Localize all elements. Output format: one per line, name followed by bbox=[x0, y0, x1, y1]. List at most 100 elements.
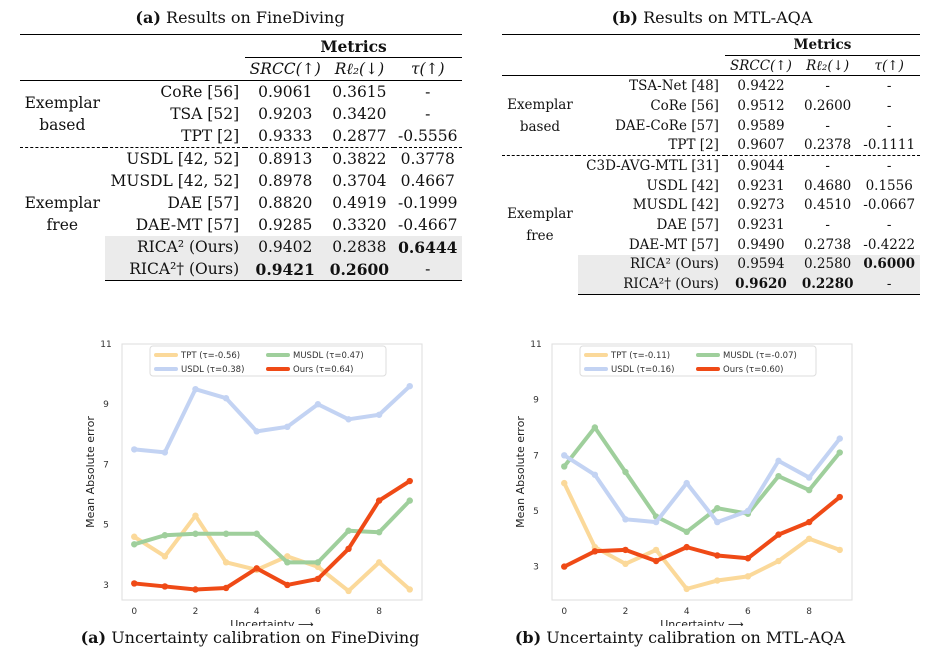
method-name: CoRe [56] bbox=[650, 97, 719, 114]
data-point bbox=[836, 546, 843, 554]
metric-tau: -0.0667 bbox=[863, 197, 916, 214]
method-name: RICA²† (Ours) bbox=[104, 258, 246, 281]
method-name: DAE [57] bbox=[656, 217, 719, 234]
metric-rl2: 0.4680 bbox=[804, 177, 852, 194]
data-point bbox=[622, 468, 629, 476]
data-point bbox=[253, 428, 260, 435]
group-label: Exemplar free bbox=[20, 147, 105, 281]
series-3 bbox=[131, 477, 413, 593]
table-row: USDL [42] 0.9231 0.4680 0.1556 bbox=[502, 176, 920, 196]
table-row: RICA²† (Ours) 0.9421 0.2600- bbox=[20, 258, 462, 281]
metric-srcc: 0.9512 bbox=[737, 97, 785, 114]
series-line bbox=[132, 384, 412, 455]
data-point bbox=[222, 584, 230, 592]
data-point bbox=[406, 477, 413, 485]
data-point bbox=[284, 581, 291, 589]
table-b-caption-label: (b) bbox=[611, 8, 638, 27]
metric-srcc: 0.8820 bbox=[258, 194, 313, 212]
legend-entry: Ours (τ=0.60) bbox=[723, 365, 784, 375]
group-label-line1: Exemplar bbox=[24, 194, 101, 213]
metric-srcc: 0.9620 bbox=[724, 274, 797, 295]
group-label: Exemplar based bbox=[502, 76, 578, 156]
table-a-caption: (a) Results on FineDiving bbox=[20, 8, 460, 27]
table-row: MUSDL [42, 52] 0.8978 0.3704 0.4667 bbox=[20, 170, 462, 192]
data-point bbox=[561, 452, 568, 459]
metric-rl2: 0.2580 bbox=[796, 254, 859, 275]
metric-rl2: 0.2280 bbox=[796, 274, 859, 295]
column-header: Rℓ₂(↓) bbox=[325, 57, 394, 81]
data-point bbox=[561, 479, 568, 487]
data-point bbox=[805, 486, 813, 494]
metrics-header: Metrics bbox=[724, 34, 920, 56]
data-point bbox=[131, 533, 138, 540]
column-header: SRCC(↑) bbox=[245, 57, 326, 81]
data-point bbox=[683, 479, 690, 487]
data-point bbox=[253, 565, 260, 572]
table-a-caption-label: (a) bbox=[135, 8, 161, 27]
metric-tau: 0.1556 bbox=[865, 177, 913, 194]
data-point bbox=[161, 583, 169, 590]
x-tick-label: 0 bbox=[561, 607, 567, 617]
table-row: Exemplar free C3D-AVG-MTL [31] 0.9044- - bbox=[502, 155, 920, 295]
group-label-line2: free bbox=[526, 228, 554, 245]
metric-tau: - bbox=[858, 274, 920, 295]
data-point bbox=[314, 401, 322, 408]
legend-entry: Ours (τ=0.64) bbox=[293, 365, 354, 375]
metric-srcc: 0.9607 bbox=[737, 137, 785, 154]
legend-entry: TPT (τ=-0.56) bbox=[180, 351, 240, 361]
group-label-line1: Exemplar bbox=[507, 96, 573, 113]
group-label-line1: Exemplar bbox=[24, 94, 101, 112]
y-tick-label: 3 bbox=[103, 581, 109, 591]
results-table: Metrics SRCC(↑) Rℓ₂(↓) τ(↑) Exemplar based TSA… bbox=[502, 34, 920, 295]
method-name: DAE-CoRe [57] bbox=[615, 117, 719, 134]
data-point bbox=[714, 518, 721, 526]
data-point bbox=[744, 573, 752, 580]
legend-box bbox=[579, 345, 817, 377]
metric-srcc: 0.9231 bbox=[737, 177, 785, 194]
metric-tau: -0.5556 bbox=[398, 127, 458, 145]
data-point bbox=[375, 497, 383, 504]
metric-srcc: 0.9044 bbox=[724, 155, 797, 176]
group-label-line2: based bbox=[39, 116, 86, 134]
metric-srcc: 0.9061 bbox=[258, 83, 313, 101]
data-point bbox=[375, 411, 383, 418]
metric-srcc: 0.9333 bbox=[258, 127, 313, 145]
data-point bbox=[591, 471, 599, 478]
metric-tau: -0.4222 bbox=[863, 236, 916, 253]
table-row: Exemplar free USDL [42, 52] 0.8913 0.3822 0.3… bbox=[20, 147, 462, 281]
y-axis-label: Mean Absolute error bbox=[84, 416, 97, 528]
series-1 bbox=[131, 497, 413, 566]
metric-tau: 0.6444 bbox=[393, 236, 462, 258]
series-line bbox=[132, 498, 412, 565]
group-label-line2: free bbox=[46, 216, 79, 235]
data-point bbox=[345, 545, 352, 552]
metric-srcc: 0.9285 bbox=[258, 216, 313, 234]
legend-entry: MUSDL (τ=0.47) bbox=[293, 351, 364, 361]
x-tick-label: 2 bbox=[193, 607, 199, 617]
series-2 bbox=[561, 435, 843, 526]
chart-a-caption: (a) Uncertainty calibration on FineDivin… bbox=[40, 628, 460, 647]
data-point bbox=[222, 559, 230, 566]
data-point bbox=[161, 532, 169, 539]
data-point bbox=[314, 575, 322, 583]
metric-tau: 0.4667 bbox=[400, 172, 455, 190]
metric-rl2: 0.3704 bbox=[332, 172, 387, 190]
table-a: Metrics SRCC(↑) Rℓ₂(↓) τ(↑) Exemplar based CoR… bbox=[20, 34, 462, 281]
method-name: TPT [2] bbox=[181, 127, 240, 145]
data-point bbox=[222, 530, 230, 537]
table-row: MUSDL [42] 0.9273 0.4510 -0.0667 bbox=[502, 196, 920, 216]
table-row: DAE [57] 0.9231 - - bbox=[502, 215, 920, 235]
legend: TPT (τ=-0.56) MUSDL (τ=0.47) USDL (τ=0.38)… bbox=[149, 345, 387, 377]
group-label: Exemplar based bbox=[20, 81, 105, 148]
method-name: USDL [42, 52] bbox=[104, 147, 246, 170]
y-axis-label: Mean Absolute error bbox=[514, 416, 527, 528]
chart-a-svg: 3 5 7 9 11 0 2 4 6 8 Uncertainty ⟶ Mean Absolute er… bbox=[84, 340, 423, 631]
data-point bbox=[714, 504, 721, 512]
table-row: DAE-CoRe [57] 0.9589 - - bbox=[502, 116, 920, 136]
y-tick-label: 3 bbox=[533, 563, 539, 573]
metrics-header: Metrics bbox=[245, 34, 462, 58]
metric-rl2: 0.4510 bbox=[804, 197, 852, 214]
data-point bbox=[836, 493, 843, 501]
metric-tau: - bbox=[425, 83, 431, 101]
series-2 bbox=[131, 382, 413, 456]
